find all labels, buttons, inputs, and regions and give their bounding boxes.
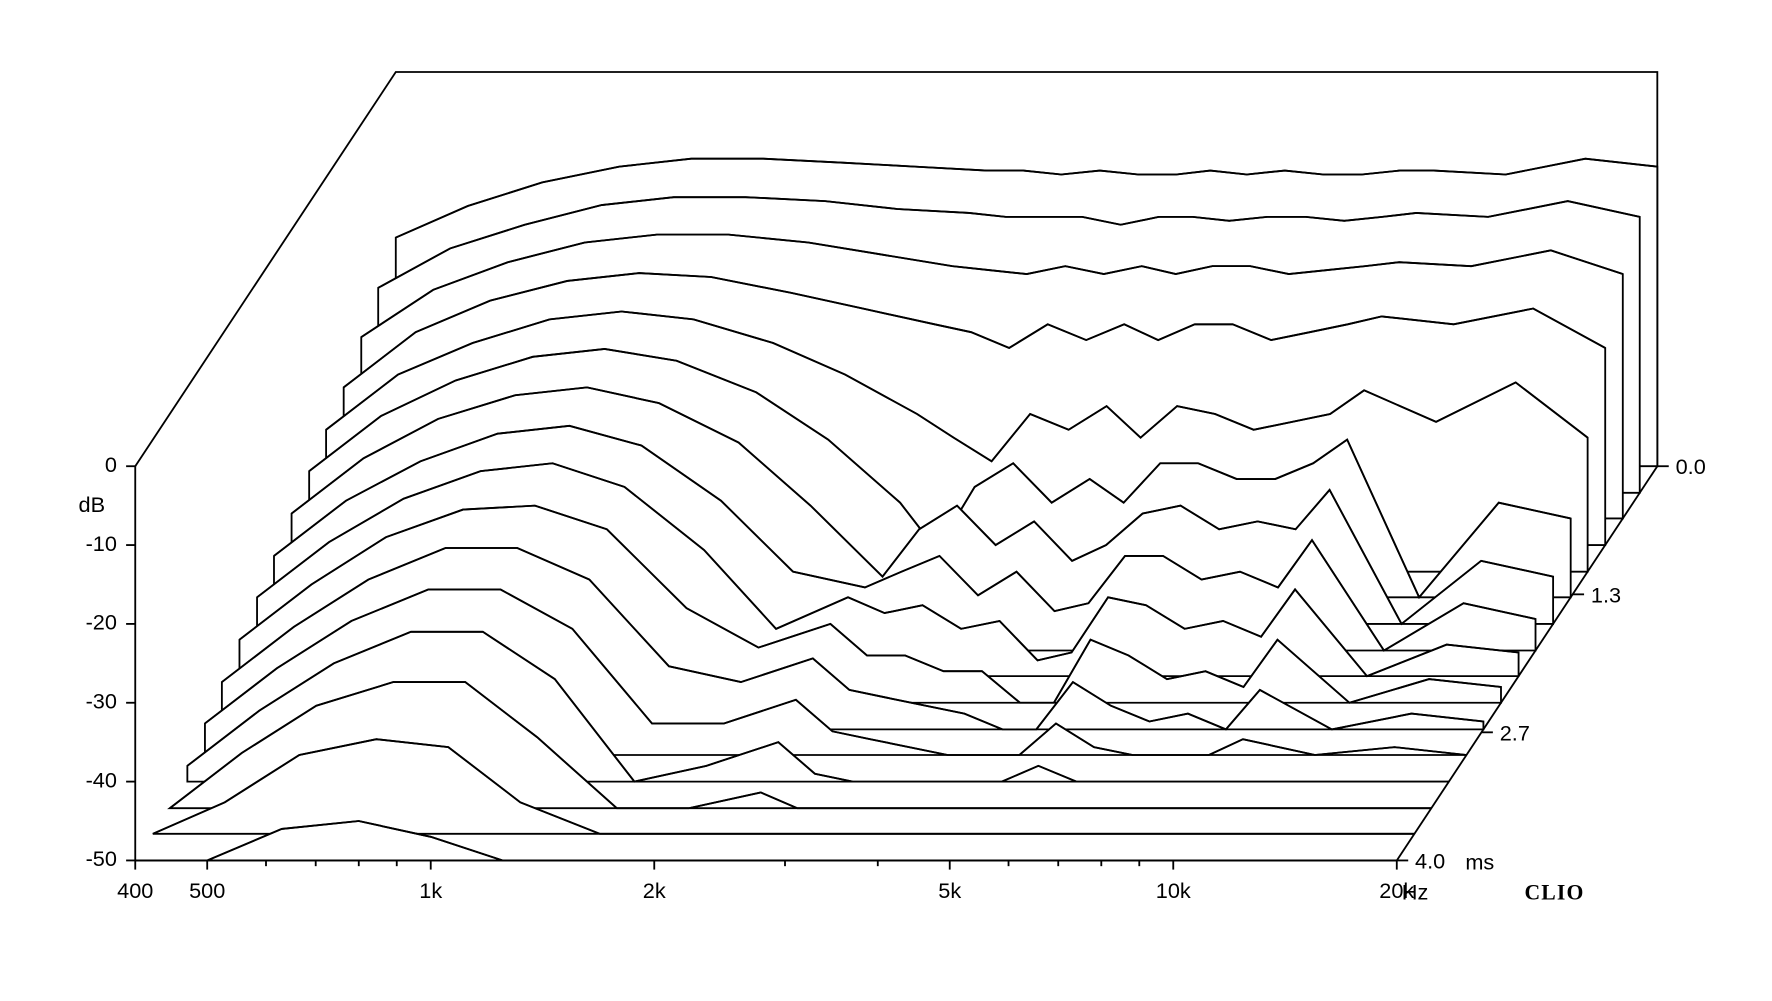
slice-curve [273, 424, 1536, 652]
slice-fill [135, 820, 1397, 862]
slice-curve [360, 233, 1624, 338]
slice-curve [238, 504, 1502, 704]
x-unit: Hz [1402, 879, 1429, 904]
y-tick-label: 0 [105, 452, 117, 477]
z-tick-label: 2.7 [1500, 720, 1530, 745]
slice-curve [377, 196, 1640, 289]
x-tick-label: 500 [189, 878, 225, 903]
brand: CLIO [1524, 881, 1584, 905]
slice-curve [169, 681, 1432, 810]
slice-curve [221, 547, 1484, 731]
x-tick-label: 400 [117, 878, 153, 903]
y-tick-label: -50 [86, 846, 117, 871]
z-tick-label: 1.3 [1591, 582, 1621, 607]
x-tick-label: 1k [419, 878, 442, 903]
slice-curve [152, 738, 1415, 835]
z-tick-label: 0.0 [1676, 454, 1706, 479]
slice-curve [395, 157, 1658, 239]
y-tick-label: -30 [86, 688, 117, 713]
z-axis [1396, 465, 1659, 861]
slice-curve [291, 386, 1554, 626]
x-tick-label: 2k [643, 878, 666, 903]
y-tick-label: -20 [86, 610, 117, 635]
slice-curve [256, 462, 1519, 678]
y-axis-label: dB [79, 492, 106, 517]
y-tick-label: -40 [86, 767, 117, 792]
slice-curve [325, 310, 1589, 463]
x-tick-label: 10k [1156, 878, 1191, 903]
slice-curve [204, 588, 1467, 756]
z-tick-label: 4.0 [1415, 848, 1445, 873]
y-tick-label: -10 [86, 531, 117, 556]
slice-curve [308, 348, 1571, 599]
x-tick-label: 5k [938, 878, 961, 903]
slice-curve [135, 820, 1397, 862]
z-unit: ms [1465, 850, 1494, 875]
slice-curve [343, 272, 1606, 389]
x-tick-label: 20k [1379, 878, 1414, 903]
slice-curve [186, 630, 1449, 783]
